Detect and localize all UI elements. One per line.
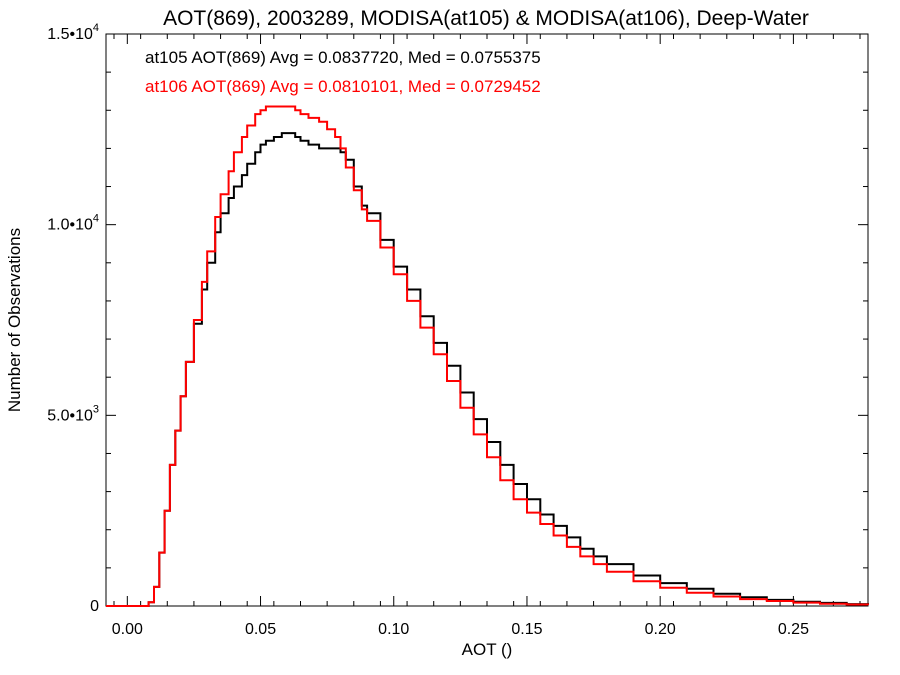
x-tick-label: 0.20 bbox=[645, 621, 676, 638]
x-tick-label: 0.25 bbox=[778, 621, 809, 638]
y-tick-exponent: 3 bbox=[93, 403, 99, 415]
y-tick-label: 5.0•103 bbox=[47, 403, 99, 424]
plot-frame bbox=[105, 33, 869, 607]
legend-entry-2: at106 AOT(869) Avg = 0.0810101, Med = 0.… bbox=[145, 77, 541, 96]
y-tick-mantissa: 1.0•10 bbox=[47, 217, 93, 234]
y-tick-mantissa: 5.0•10 bbox=[47, 407, 93, 424]
x-tick-label: 0.00 bbox=[112, 621, 143, 638]
y-tick-mantissa: 1.5•10 bbox=[47, 26, 93, 43]
y-tick-exponent: 4 bbox=[93, 213, 99, 225]
y-tick-label: 1.5•104 bbox=[47, 22, 99, 43]
series-line-2 bbox=[106, 105, 869, 607]
x-tick-label: 0.05 bbox=[245, 621, 276, 638]
y-tick-mantissa: 0 bbox=[90, 598, 99, 615]
axis-ticks: 0.00 0.05 0.10 0.15 0.20 0.2505.0•1031.0•1041… bbox=[47, 22, 868, 638]
series-group bbox=[106, 105, 869, 607]
y-axis-label: Number of Observations bbox=[5, 228, 24, 412]
chart-title: AOT(869), 2003289, MODISA(at105) & MODIS… bbox=[163, 7, 809, 30]
y-tick-label: 1.0•104 bbox=[47, 213, 99, 234]
legend: at105 AOT(869) Avg = 0.0837720, Med = 0.… bbox=[145, 48, 541, 96]
x-axis-label: AOT () bbox=[462, 640, 513, 659]
y-tick-label: 0 bbox=[90, 598, 99, 615]
x-tick-label: 0.15 bbox=[511, 621, 542, 638]
legend-entry-1: at105 AOT(869) Avg = 0.0837720, Med = 0.… bbox=[145, 48, 541, 67]
y-tick-exponent: 4 bbox=[93, 22, 99, 34]
x-tick-label: 0.10 bbox=[378, 621, 409, 638]
